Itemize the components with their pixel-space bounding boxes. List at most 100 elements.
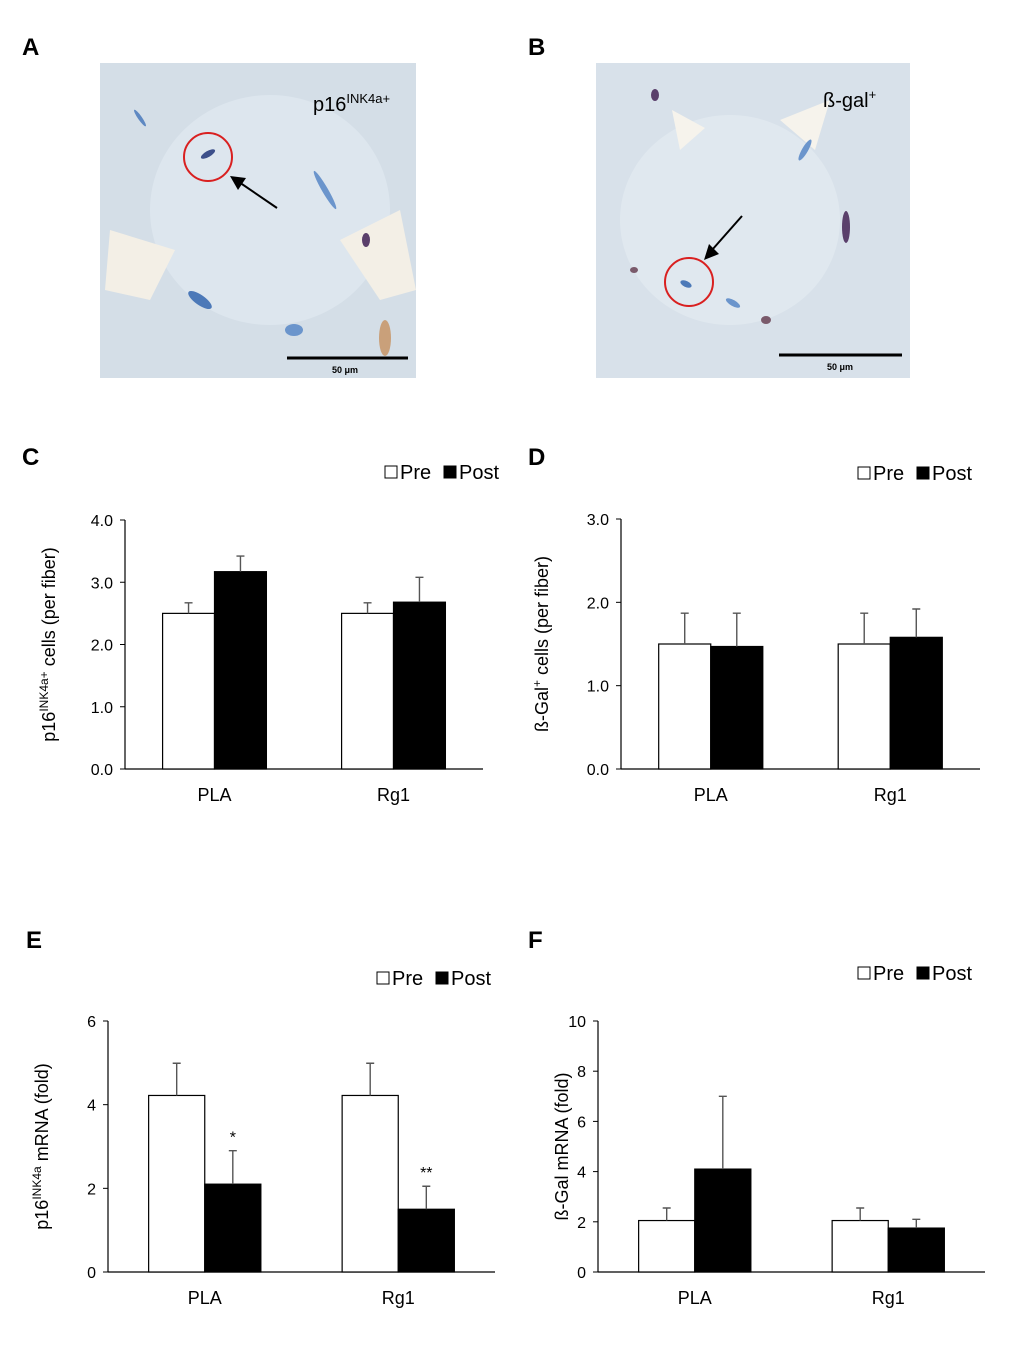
- bar: [710, 645, 764, 770]
- panel-label: F: [528, 927, 543, 954]
- bar: [658, 643, 712, 770]
- nucleus: [285, 324, 303, 336]
- error-bar: [228, 1149, 237, 1185]
- nucleus: [725, 298, 741, 308]
- bar: [392, 601, 447, 770]
- significance-mark: **: [420, 1165, 432, 1182]
- fiber: [620, 115, 840, 325]
- fiber-gap: [105, 230, 175, 300]
- x-tick-label: PLA: [197, 785, 231, 805]
- y-tick-label: 0: [577, 1265, 586, 1282]
- nucleus: [798, 139, 812, 161]
- y-tick-label: 4.0: [91, 513, 113, 530]
- bar: [837, 643, 891, 770]
- y-axis-label-superscript: INK4a+: [37, 671, 51, 711]
- legend-swatch: [443, 465, 457, 479]
- y-tick-label: 3.0: [587, 512, 609, 529]
- scale-bar-label: 50 μm: [332, 365, 358, 375]
- nucleus: [761, 316, 771, 324]
- image-caption: ß-gal+: [823, 87, 876, 112]
- bar: [213, 571, 268, 770]
- caption-text: ß-gal: [823, 90, 869, 112]
- caption-text: p16: [313, 94, 346, 116]
- error-bar: [172, 1062, 181, 1096]
- legend-swatch: [916, 966, 930, 980]
- error-bar: [415, 576, 424, 603]
- error-bar: [732, 612, 741, 647]
- y-tick-label: 8: [577, 1064, 586, 1081]
- y-axis-label-text: p16: [39, 712, 59, 742]
- y-tick-label: 4: [87, 1098, 96, 1115]
- bar: [887, 1227, 945, 1273]
- y-axis-label-text: p16: [32, 1200, 52, 1230]
- error-bar: [912, 1218, 921, 1229]
- caption-superscript: INK4a+: [346, 91, 390, 106]
- nucleus: [842, 211, 850, 243]
- x-tick-label: PLA: [678, 1288, 712, 1308]
- panel-label: B: [528, 34, 545, 61]
- x-tick-label: Rg1: [872, 1288, 905, 1308]
- y-axis-label: ß-Gal+ cells (per fiber): [530, 556, 552, 732]
- y-tick-label: 4: [577, 1165, 586, 1182]
- bar-chart: F 0 2 4 6 8 10 ß-Gal mRNA (fold) PLA Rg1 Pre Post: [528, 927, 985, 1308]
- bar: [831, 1219, 889, 1273]
- nucleus: [188, 290, 212, 310]
- legend-swatch: [857, 966, 871, 980]
- fiber-gap: [780, 100, 830, 150]
- bar-chart: C 0.0 1.0 2.0 3.0 4.0 p16INK4a+ cells (per fib…: [22, 444, 499, 805]
- scale-bar-label: 50 μm: [827, 362, 853, 372]
- bar-chart: E 0 2 4 6 p16INK4a mRNA (fold) PLA * Rg1 ** Pre Pos…: [26, 927, 495, 1308]
- y-axis-label-superscript: +: [530, 680, 544, 687]
- panel-label: A: [22, 34, 39, 61]
- y-axis-label-superscript: INK4a: [30, 1166, 44, 1200]
- x-tick-label: Rg1: [382, 1288, 415, 1308]
- error-bar: [363, 602, 372, 614]
- legend-label: Post: [459, 462, 499, 484]
- panel-label: C: [22, 444, 39, 471]
- x-tick-label: Rg1: [377, 785, 410, 805]
- error-bar: [856, 1207, 865, 1221]
- nucleus: [362, 233, 370, 247]
- highlight-circle: [664, 257, 714, 307]
- error-bar: [680, 612, 689, 644]
- image-caption: p16INK4a+: [313, 91, 390, 116]
- legend-swatch: [435, 971, 449, 985]
- panel-label: E: [26, 927, 42, 954]
- y-tick-label: 2.0: [91, 638, 113, 655]
- bar: [340, 612, 395, 770]
- nucleus: [313, 170, 337, 210]
- y-tick-label: 3.0: [91, 575, 113, 592]
- y-axis-label-text: cells (per fiber): [532, 556, 552, 680]
- y-tick-label: 1.0: [91, 700, 113, 717]
- micrograph-a: A p16INK4a+ 50 μm: [22, 34, 416, 378]
- error-bar: [718, 1095, 727, 1170]
- bar: [397, 1208, 455, 1273]
- fiber: [150, 95, 390, 325]
- legend-label: Post: [932, 963, 972, 985]
- legend-label: Pre: [400, 462, 431, 484]
- y-axis-label-text: cells (per fiber): [39, 547, 59, 671]
- arrow-head: [704, 244, 719, 260]
- error-bar: [422, 1185, 431, 1210]
- bar: [148, 1094, 206, 1273]
- y-tick-label: 0.0: [587, 762, 609, 779]
- legend-label: Pre: [873, 963, 904, 985]
- nucleus: [630, 267, 638, 273]
- error-bar: [366, 1062, 375, 1096]
- caption-superscript: +: [869, 87, 877, 102]
- x-tick-label: PLA: [188, 1288, 222, 1308]
- legend-label: Post: [451, 968, 491, 990]
- y-tick-label: 2.0: [587, 595, 609, 612]
- y-tick-label: 6: [87, 1014, 96, 1031]
- error-bar: [912, 608, 921, 638]
- arrow: [235, 179, 278, 209]
- micrograph-b: B ß-gal+ 50 μm: [528, 34, 910, 378]
- x-tick-label: Rg1: [874, 785, 907, 805]
- y-axis-label: p16INK4a mRNA (fold): [30, 1063, 52, 1229]
- bar: [161, 612, 216, 770]
- legend-swatch: [384, 465, 398, 479]
- nucleus: [379, 320, 391, 356]
- bar: [204, 1183, 262, 1273]
- error-bar: [662, 1207, 671, 1221]
- error-bar: [860, 612, 869, 644]
